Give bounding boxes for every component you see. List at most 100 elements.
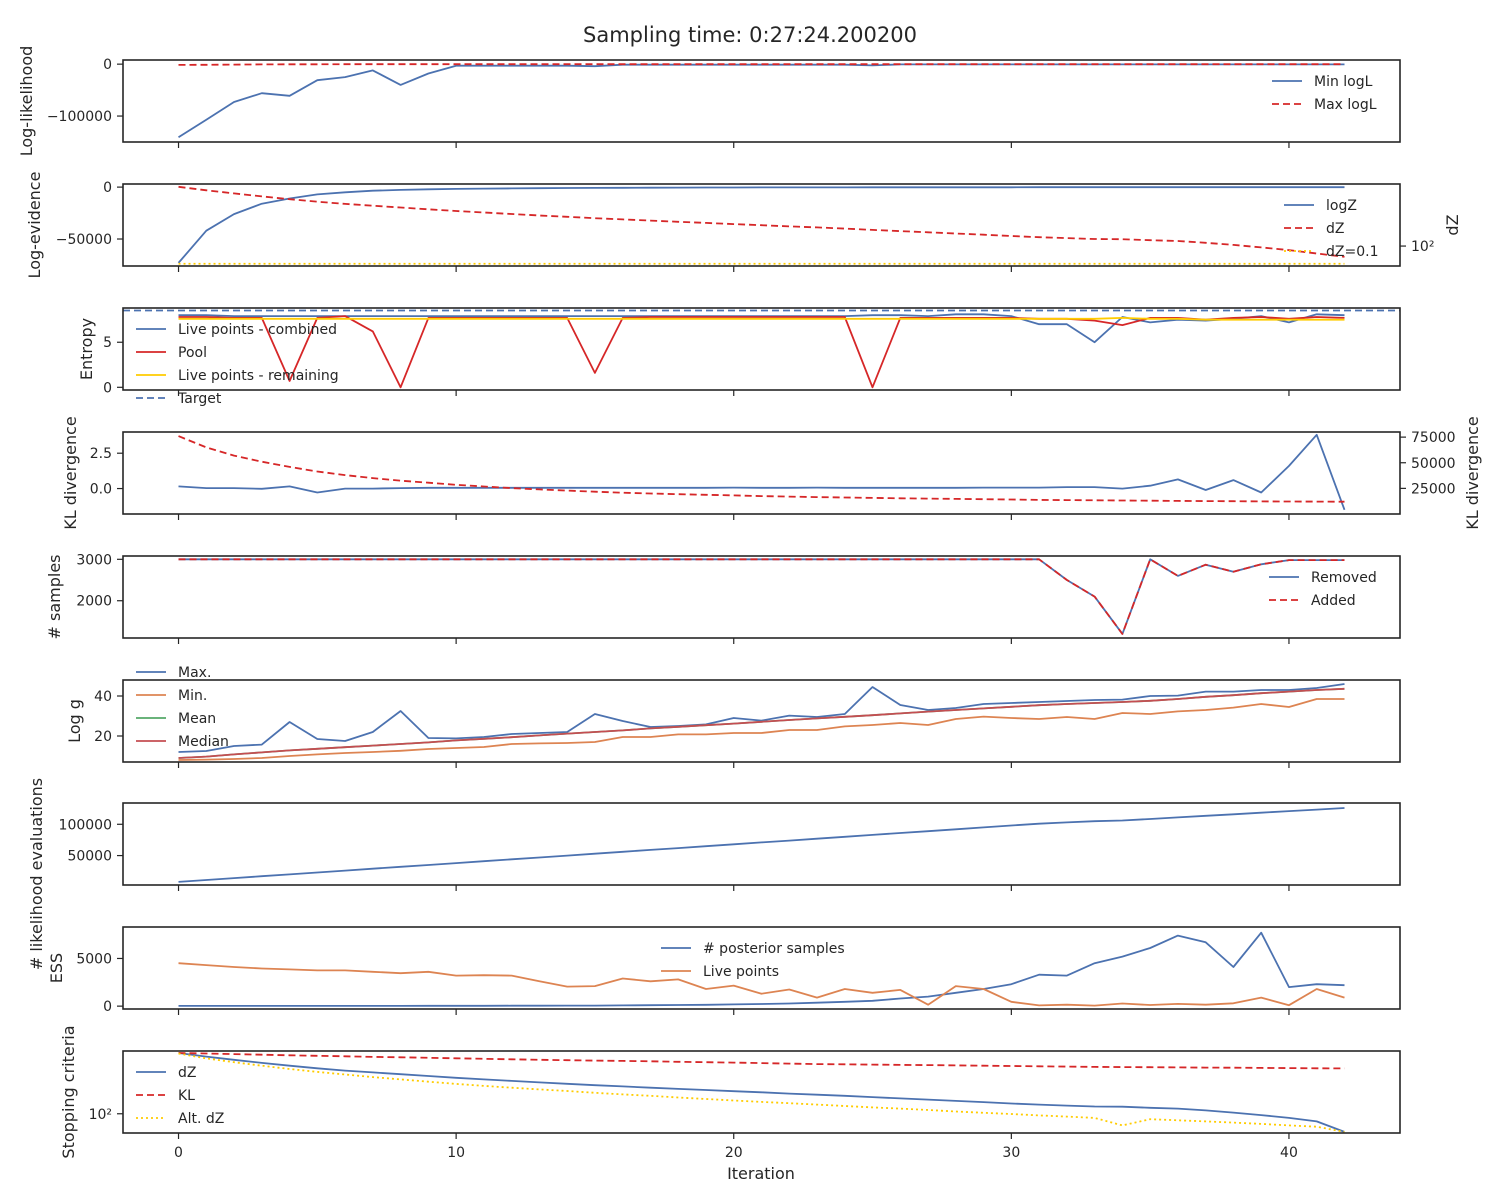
panel-3-ytick-label: 0 bbox=[103, 380, 112, 396]
panel-4-ylabel: KL divergence bbox=[61, 416, 80, 529]
panel-7-series-1-line bbox=[178, 807, 1345, 883]
panel-1-legend: Min logL Max logL bbox=[1272, 74, 1377, 113]
legend-label: Removed bbox=[1311, 570, 1377, 586]
legend-label: # posterior samples bbox=[703, 941, 845, 957]
legend-label: logZ bbox=[1326, 198, 1357, 214]
panel-5-ylabel: # samples bbox=[45, 555, 64, 640]
panel-6-frame bbox=[122, 679, 1401, 763]
panel-3-frame bbox=[122, 307, 1401, 391]
x-tick-label: 40 bbox=[1280, 1145, 1298, 1161]
panel-8-legend: # posterior samples Live points bbox=[661, 941, 845, 980]
panels: 0 −100000 Log-likelihood Min logL Max logL 0 −… bbox=[17, 46, 1482, 1161]
panel-9-series-1-line bbox=[178, 1052, 1345, 1133]
legend-label: Live points bbox=[703, 964, 779, 980]
panel-1-frame bbox=[122, 59, 1401, 143]
panel-2-ytick-label: −50000 bbox=[56, 232, 112, 248]
panel-9: 10² 0 10 20 30 40 Stopping criteria dZ KL Alt. dZ bbox=[59, 1025, 1401, 1161]
panel-6-ytick-label: 40 bbox=[94, 689, 112, 705]
panel-6-series-2-line bbox=[178, 698, 1345, 761]
panel-7-ylabel: # likelihood evaluations bbox=[27, 778, 46, 970]
panel-9-frame bbox=[122, 1050, 1401, 1134]
panel-5-ytick-label: 3000 bbox=[76, 552, 112, 568]
panel-8-ytick-label: 0 bbox=[103, 999, 112, 1015]
panel-4-right-tick-label: 50000 bbox=[1411, 456, 1456, 472]
panel-3-ylabel: Entropy bbox=[77, 318, 96, 380]
panel-2-ylabel-right: dZ bbox=[1443, 214, 1462, 235]
panel-6-ytick-label: 20 bbox=[94, 729, 112, 745]
figure-title: Sampling time: 0:27:24.200200 bbox=[583, 23, 917, 47]
panel-4-series-2-line bbox=[178, 435, 1345, 503]
panel-2-right-tick-label: 10² bbox=[1411, 239, 1434, 255]
panel-4: 2.5 0.0 75000 50000 25000 KL divergence KL div… bbox=[61, 416, 1482, 529]
legend-label: Pool bbox=[178, 345, 207, 361]
panel-4-ylabel-right: KL divergence bbox=[1463, 416, 1482, 529]
panel-3-legend: Live points - combined Pool Live points - … bbox=[136, 322, 339, 407]
panel-7: 100000 50000 # likelihood evaluations bbox=[27, 778, 1401, 970]
panel-9-ytick-label: 10² bbox=[89, 1107, 112, 1123]
panel-1: 0 −100000 Log-likelihood Min logL Max logL bbox=[17, 46, 1401, 157]
legend-label: Min logL bbox=[1314, 74, 1373, 90]
x-tick-label: 10 bbox=[447, 1145, 465, 1161]
panel-5: 3000 2000 # samples Removed Added bbox=[45, 552, 1401, 644]
panel-8-ytick-label: 5000 bbox=[76, 951, 112, 967]
panel-3-ytick-label: 5 bbox=[103, 335, 112, 351]
legend-label: dZ bbox=[178, 1065, 196, 1081]
panel-4-ytick-label: 2.5 bbox=[90, 446, 112, 462]
panel-7-frame bbox=[122, 802, 1401, 886]
panel-9-ylabel: Stopping criteria bbox=[59, 1025, 78, 1158]
panel-6-ylabel: Log g bbox=[65, 699, 84, 743]
panel-1-ytick-label: 0 bbox=[103, 57, 112, 73]
panel-7-ytick-label: 100000 bbox=[59, 817, 112, 833]
panel-8: 5000 0 ESS # posterior samples Live points bbox=[47, 926, 1401, 1015]
legend-label: Median bbox=[178, 734, 229, 750]
panel-9-series-2-line bbox=[178, 1052, 1345, 1070]
panel-2-legend: logZ dZ dZ=0.1 bbox=[1284, 198, 1378, 260]
panel-4-ytick-label: 0.0 bbox=[90, 482, 112, 498]
panel-4-right-tick-label: 75000 bbox=[1411, 430, 1456, 446]
x-tick-label: 20 bbox=[725, 1145, 743, 1161]
legend-label: Live points - remaining bbox=[178, 368, 339, 384]
panel-9-series-3-line bbox=[178, 1052, 1345, 1133]
panel-8-ylabel: ESS bbox=[47, 953, 66, 983]
panel-8-series-2-line bbox=[178, 962, 1345, 1007]
panel-1-ytick-label: −100000 bbox=[47, 109, 112, 125]
panel-5-series-2-line bbox=[178, 558, 1345, 635]
panel-9-legend: dZ KL Alt. dZ bbox=[136, 1065, 224, 1127]
legend-label: Max logL bbox=[1314, 97, 1377, 113]
legend-label: Max. bbox=[178, 665, 211, 681]
panel-2: 0 −50000 10² Log-evidence dZ logZ dZ dZ=0.1 bbox=[25, 172, 1462, 279]
panel-2-series-1-line bbox=[177, 186, 1345, 264]
legend-label: KL bbox=[178, 1088, 195, 1104]
x-tick-label: 30 bbox=[1002, 1145, 1020, 1161]
panel-1-series-2-line bbox=[178, 63, 1345, 66]
panel-8-series-1-line bbox=[178, 931, 1345, 1007]
legend-label: dZ bbox=[1326, 221, 1344, 237]
x-tick-label: 0 bbox=[174, 1145, 183, 1161]
panel-6-legend: Max. Min. Mean Median bbox=[136, 665, 229, 750]
legend-label: Alt. dZ bbox=[178, 1111, 224, 1127]
panel-3-series-3-line bbox=[178, 317, 1345, 321]
legend-label: Added bbox=[1311, 593, 1356, 609]
x-axis-label: Iteration bbox=[727, 1164, 795, 1183]
panel-5-frame bbox=[122, 555, 1401, 639]
panel-2-series-2-line bbox=[178, 185, 1345, 258]
panel-6: 40 20 Log g Max. Min. Mean Median bbox=[65, 665, 1401, 768]
panel-4-right-tick-label: 25000 bbox=[1411, 481, 1456, 497]
panel-2-frame bbox=[122, 183, 1401, 267]
legend-label: Target bbox=[177, 391, 222, 407]
legend-label: Mean bbox=[178, 711, 216, 727]
panel-2-ylabel: Log-evidence bbox=[25, 172, 44, 279]
legend-label: Min. bbox=[178, 688, 207, 704]
panel-8-frame bbox=[122, 926, 1401, 1010]
panel-5-ytick-label: 2000 bbox=[76, 594, 112, 610]
panel-5-legend: Removed Added bbox=[1269, 570, 1377, 609]
panel-6-series-4-line bbox=[178, 687, 1345, 759]
panel-2-ytick-label: 0 bbox=[103, 180, 112, 196]
legend-label: Live points - combined bbox=[178, 322, 337, 338]
panel-1-ylabel: Log-likelihood bbox=[17, 46, 36, 157]
panel-6-series-1-line bbox=[178, 683, 1345, 753]
legend-label: dZ=0.1 bbox=[1326, 244, 1378, 260]
panel-4-series-1-line bbox=[178, 433, 1346, 511]
